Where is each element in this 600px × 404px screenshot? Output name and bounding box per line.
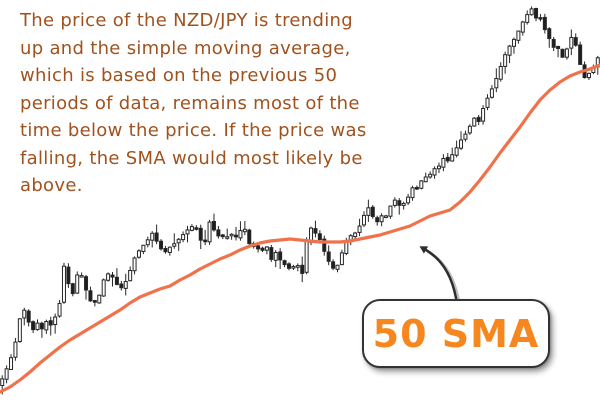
candles [0,6,600,395]
annotation-line: falling, the SMA would most likely be [20,147,363,169]
annotation-line: The price of the NZD/JPY is trending [20,10,353,31]
sma-line [0,63,600,394]
annotation-line: up and the simple moving average, [20,37,351,59]
annotation-line: above. [20,175,83,196]
annotation-text: The price of the NZD/JPY is trending up … [20,7,440,200]
sma-callout: 50 SMA [362,299,550,368]
annotation-line: time below the price. If the price was [20,120,367,141]
sma-callout-label: 50 SMA [372,311,540,356]
annotation-line: periods of data, remains most of the [20,92,360,114]
callout-arrow-icon [419,246,460,302]
annotation-line: which is based on the previous 50 [20,65,338,86]
